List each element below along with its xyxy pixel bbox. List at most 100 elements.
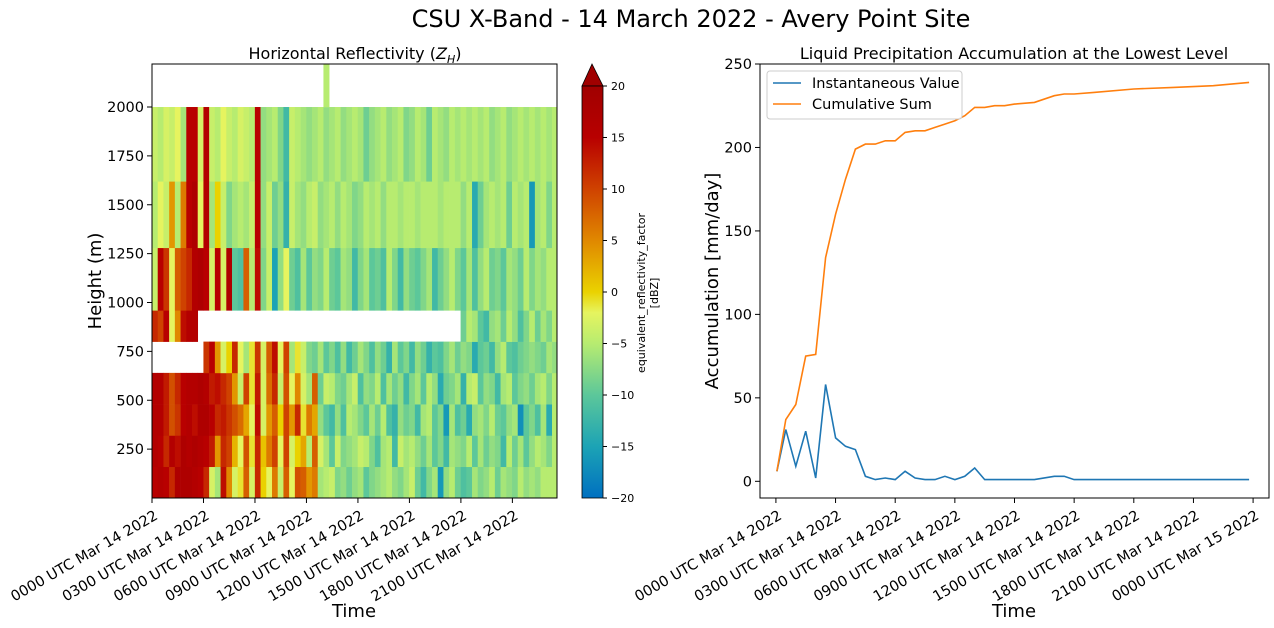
heatmap-cell [260,181,267,249]
heatmap-cell [483,341,490,374]
heatmap-cell [483,466,490,499]
heatmap-cell [426,107,433,182]
heatmap-cell [380,107,387,182]
heatmap-cell [323,341,330,374]
heatmap-cell [232,435,239,468]
heatmap-cell [220,404,227,436]
heatmap-cell [294,404,301,436]
heatmap-cell [163,372,170,405]
heatmap-cell [249,341,256,374]
heatmap-cell [449,435,456,468]
heatmap-cell [283,404,290,436]
heatmap-cell [472,181,479,249]
heatmap-cell [266,247,273,311]
heatmap-cell [454,372,461,405]
line-y-label: Accumulation [mm/day] [702,173,723,390]
heatmap-cell [369,404,376,436]
heatmap-cell [214,181,221,249]
heatmap-cell [277,181,284,249]
heatmap-cell [552,181,558,249]
heatmap-cell [534,466,541,499]
heatmap-cell [283,247,290,311]
heatmap-cell [254,341,261,374]
heatmap-cell [443,466,450,499]
heatmap-cell [534,107,541,182]
heatmap-cell [409,341,416,374]
heatmap-cell [254,107,261,182]
heatmap-y-ticks: 250 500 750 1000 1250 1500 1750 2000 [107,100,152,458]
heatmap-cell [437,404,444,436]
heatmap-cell [534,341,541,374]
heatmap-cell [169,247,176,311]
line-series [776,81,1250,481]
heatmap-cell [272,435,279,468]
heatmap-cell [232,372,239,405]
heatmap-cell [277,107,284,182]
heatmap-cell [386,341,393,374]
heatmap-cell [186,435,193,468]
heatmap-cell [214,466,221,499]
reflectivity-heatmap: Horizontal Reflectivity (ZH) 0000 UTC Ma… [8,44,558,622]
heatmap-cell [466,404,473,436]
heatmap-y-tick-label: 250 [116,442,144,458]
heatmap-cell [357,247,364,311]
heatmap-cell [357,107,364,182]
heatmap-cell [226,341,233,374]
heatmap-cell [340,247,347,311]
heatmap-cell [152,107,159,182]
heatmap-cell [300,404,307,436]
line-y-ticks: 0 50 100 150 200 250 [724,57,760,490]
heatmap-cell [180,181,187,249]
heatmap-cell [260,404,267,436]
heatmap-cell [420,466,427,499]
heatmap-cell [214,404,221,436]
heatmap-cell [203,181,210,249]
heatmap-cell [380,372,387,405]
heatmap-cell [374,181,381,249]
heatmap-cell [289,466,296,499]
heatmap-cell [300,181,307,249]
heatmap-cell [523,107,530,182]
heatmap-cell [340,404,347,436]
heatmap-y-label: Height (m) [85,233,106,330]
line-x-label: Time [991,601,1036,622]
heatmap-cell [163,466,170,499]
heatmap-cell [186,247,193,311]
heatmap-cell [466,435,473,468]
heatmap-cell [466,372,473,405]
heatmap-cell [163,435,170,468]
heatmap-cell [437,435,444,468]
heatmap-cell [283,107,290,182]
heatmap-cell [386,247,393,311]
heatmap-cell [552,247,558,311]
heatmap-cell [483,181,490,249]
heatmap-cell [432,404,439,436]
heatmap-cell [232,107,239,182]
heatmap-cell [163,181,170,249]
heatmap-cell [432,466,439,499]
heatmap-cell [517,247,524,311]
heatmap-cell [369,435,376,468]
heatmap-cell [357,372,364,405]
heatmap-cell [403,107,410,182]
heatmap-cell [329,247,336,311]
heatmap-cell [260,341,267,374]
heatmap-cell [529,181,536,249]
heatmap-cell [552,372,558,405]
heatmap-cell [534,247,541,311]
heatmap-cell [500,372,507,405]
heatmap-cell [249,466,256,499]
heatmap-cell [432,247,439,311]
heatmap-cell [409,404,416,436]
heatmap-cell [552,404,558,436]
heatmap-cell [226,404,233,436]
legend-box [766,70,963,120]
heatmap-cell [546,341,553,374]
heatmap-cell [249,435,256,468]
heatmap-cell [169,181,176,249]
heatmap-cell [220,372,227,405]
heatmap-cell [220,341,227,374]
heatmap-cell [392,466,399,499]
heatmap-cell [300,107,307,182]
heatmap-cell [414,181,421,249]
